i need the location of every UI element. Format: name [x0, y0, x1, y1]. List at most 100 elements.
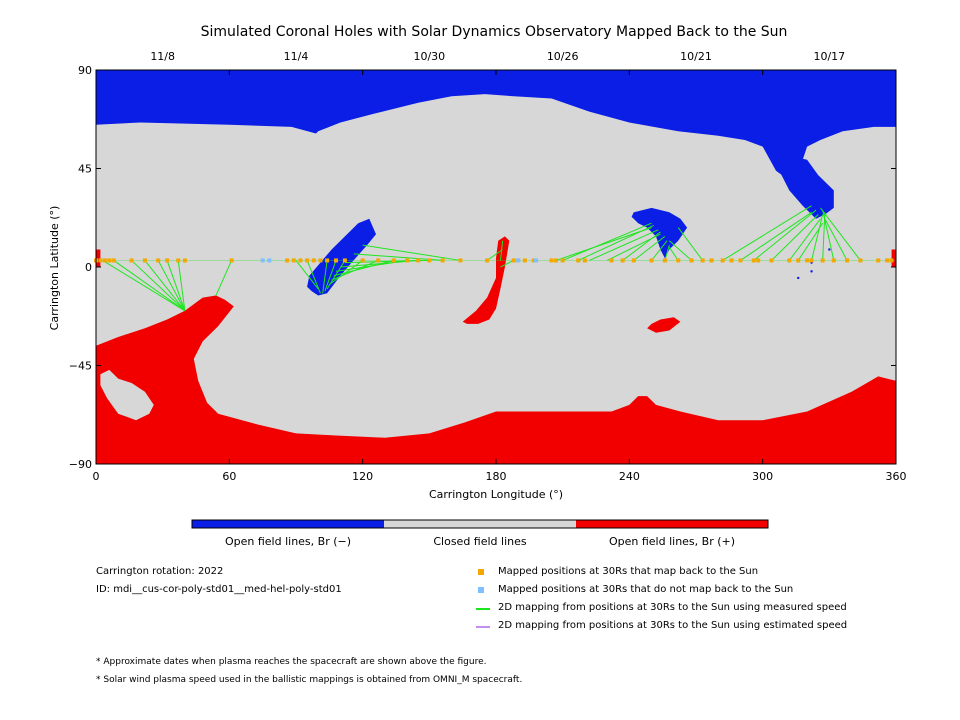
- x-tick-label: 180: [486, 470, 507, 483]
- mapped-point: [165, 258, 170, 263]
- x-tick-label: 120: [352, 470, 373, 483]
- mapping-line: [633, 235, 666, 261]
- footnote-speed: * Solar wind plasma speed used in the ba…: [96, 675, 523, 685]
- field-speck: [797, 276, 800, 280]
- mapping-line: [499, 240, 504, 261]
- colorbar: Open field lines, Br (−) Closed field lin…: [191, 519, 769, 548]
- y-tick-label: −90: [69, 458, 92, 471]
- carrington-rotation-text: Carrington rotation: 2022: [96, 566, 224, 577]
- mapped-point: [318, 258, 323, 263]
- mapped-point: [325, 258, 330, 263]
- region-right-edge-patch: [891, 249, 896, 267]
- unmapped-point: [534, 258, 538, 263]
- region-equator-positive-hole: [462, 236, 510, 324]
- mapped-point: [620, 258, 625, 263]
- mapping-line: [578, 224, 654, 261]
- colorbar-label: Open field lines, Br (+): [609, 535, 735, 548]
- unmapped-point: [260, 258, 265, 263]
- mapping-line: [651, 240, 668, 261]
- mapped-point: [522, 258, 527, 263]
- mapping-line: [113, 260, 186, 312]
- mapping-line: [215, 260, 233, 296]
- mapped-point: [458, 258, 463, 263]
- mapping-line: [166, 260, 186, 311]
- legend-label: Mapped positions at 30Rs that map back t…: [498, 566, 759, 577]
- mapping-line: [771, 214, 819, 261]
- region-south-polar-hole: [96, 295, 896, 464]
- mapped-point: [751, 258, 756, 263]
- mapped-point: [756, 258, 761, 263]
- mapped-point: [649, 258, 654, 263]
- mapped-point: [787, 258, 792, 263]
- top-date-labels: 11/8 11/4 10/30 10/26 10/21 10/17: [150, 50, 845, 63]
- mapped-point: [129, 258, 134, 263]
- legend-label: Mapped positions at 30Rs that do not map…: [498, 584, 794, 595]
- mapped-point: [549, 258, 554, 263]
- legend-line-marker: [476, 608, 490, 610]
- mapping-line: [669, 240, 692, 261]
- mapped-point: [229, 258, 234, 263]
- mapping-line: [664, 244, 670, 261]
- mapped-point: [689, 258, 694, 263]
- mapped-point: [738, 258, 743, 263]
- mapped-point: [485, 258, 490, 263]
- plot-area: [94, 70, 896, 464]
- region-north-polar-hole: [96, 70, 896, 206]
- mapping-line: [295, 260, 319, 290]
- y-tick-label: −45: [69, 360, 92, 373]
- colorbar-label: Open field lines, Br (−): [225, 535, 351, 548]
- mapping-line: [622, 231, 661, 261]
- mapping-line: [344, 259, 430, 264]
- mapped-point: [560, 258, 565, 263]
- mapped-point: [845, 258, 850, 263]
- x-tick-label: 60: [222, 470, 236, 483]
- x-axis-label: Carrington Longitude (°): [429, 488, 563, 501]
- mapped-point: [311, 258, 316, 263]
- mapped-point: [376, 258, 381, 263]
- top-date-label: 10/21: [680, 50, 712, 63]
- mapped-point: [554, 258, 558, 263]
- region-north-bridge-hole: [307, 218, 376, 296]
- mapped-point: [820, 258, 825, 263]
- y-tick-label: 0: [85, 261, 92, 274]
- mapped-point: [729, 258, 734, 263]
- mapped-point: [427, 258, 432, 263]
- mapped-point: [858, 258, 863, 263]
- top-date-label: 10/26: [547, 50, 579, 63]
- mapped-point: [805, 258, 810, 263]
- axes: 0 60 120 180 240 300 360 90 45 0 −45 −90: [69, 64, 907, 483]
- legend-square-marker: [478, 587, 484, 593]
- unmapped-point: [267, 258, 272, 263]
- colorbar-segment: [192, 520, 384, 528]
- region-south-loop-gap: [100, 369, 154, 421]
- mapped-point: [769, 258, 774, 263]
- mapped-point: [796, 258, 801, 263]
- mapping-line: [788, 218, 821, 261]
- mapping-line: [144, 260, 186, 312]
- chart-title: Simulated Coronal Holes with Solar Dynam…: [201, 24, 788, 40]
- mapped-point: [391, 258, 396, 263]
- legend-line-marker: [476, 626, 490, 628]
- mapped-point: [876, 258, 881, 263]
- mapped-point: [291, 258, 296, 263]
- mapping-line: [677, 227, 704, 261]
- mapping-line: [157, 260, 186, 312]
- mapping-line: [740, 211, 812, 261]
- mapped-point: [176, 258, 181, 263]
- mapped-point: [156, 258, 161, 263]
- y-axis-label: Carrington Latitude (°): [48, 206, 61, 331]
- x-tick-label: 360: [886, 470, 907, 483]
- model-id-text: ID: mdi__cus-cor-poly-std01__med-hel-pol…: [96, 584, 342, 595]
- mapping-line: [811, 214, 824, 261]
- mapped-point: [609, 258, 614, 263]
- mapping-line: [820, 207, 861, 261]
- mapping-line: [589, 229, 659, 261]
- mapped-point: [107, 258, 112, 263]
- mapping-line: [555, 227, 652, 261]
- top-date-label: 11/8: [150, 50, 175, 63]
- top-date-label: 11/4: [284, 50, 309, 63]
- mapped-point: [885, 258, 890, 263]
- mapped-point: [631, 258, 636, 263]
- mapped-point: [676, 258, 681, 263]
